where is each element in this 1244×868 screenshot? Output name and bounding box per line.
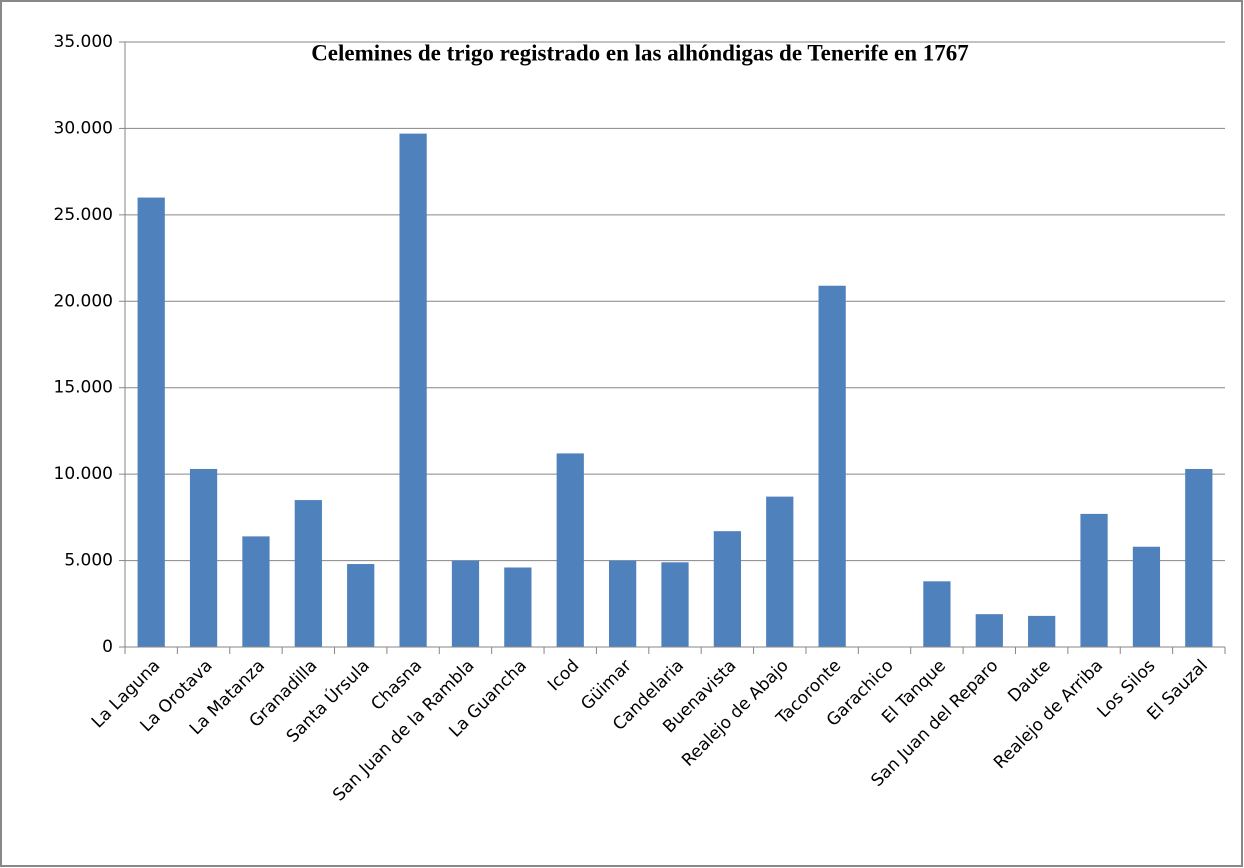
y-tick-label: 35.000 [54,32,113,52]
chart-title: Celemines de trigo registrado en las alh… [311,40,969,65]
bar [609,560,637,647]
bar [923,581,951,647]
y-tick-label: 20.000 [54,291,113,311]
bar [713,531,741,647]
bar [1028,615,1056,647]
bar [975,614,1003,647]
y-tick-label: 10.000 [54,464,113,484]
bar [766,496,794,647]
bar [556,453,584,647]
y-tick-label: 25.000 [54,205,113,225]
y-tick-label: 5.000 [64,551,113,571]
bar [294,500,322,647]
bar [1185,468,1213,647]
bar [451,560,480,647]
y-tick-label: 15.000 [54,378,113,398]
bar [661,562,689,647]
bar [189,468,218,647]
y-tick-label: 30.000 [54,118,113,138]
bar [1080,513,1108,647]
bar [399,133,427,648]
bar [137,197,165,648]
y-tick-label: 0 [102,637,113,657]
bar [504,567,532,647]
bar [1132,546,1161,647]
bar [347,564,375,647]
bar [242,536,270,647]
bar [818,285,846,647]
